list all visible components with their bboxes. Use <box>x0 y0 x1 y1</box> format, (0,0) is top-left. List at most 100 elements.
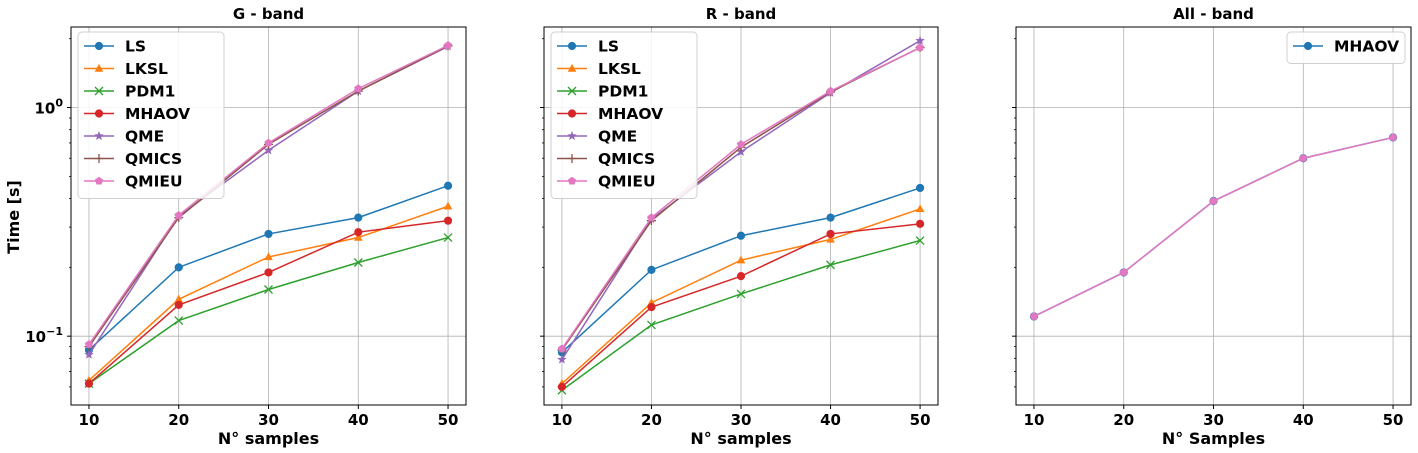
x-axis-label: N° samples <box>690 429 791 448</box>
data-point <box>443 41 453 49</box>
x-tick-label: 30 <box>258 411 279 429</box>
x-axis-label: N° samples <box>218 429 319 448</box>
x-tick-label: 20 <box>641 411 662 429</box>
panel-g-band: 10 20 30 40 50 10−1 100 G - band N° samples LS… <box>25 5 467 448</box>
data-point <box>557 354 567 364</box>
plot-area: 10 20 30 40 50 10−1 100 <box>25 26 467 429</box>
legend-item: PDM1 <box>84 83 175 101</box>
data-point <box>174 210 183 219</box>
data-point <box>557 382 567 391</box>
x-tick-label: 20 <box>168 411 189 429</box>
data-point <box>647 213 656 222</box>
data-point <box>915 35 925 45</box>
legend-marker <box>567 63 577 72</box>
x-tick-label: 40 <box>820 411 841 429</box>
series-overlay <box>1029 133 1398 320</box>
x-tick-label: 10 <box>79 411 100 429</box>
data-point <box>647 303 656 312</box>
x-tick-label: 30 <box>1203 411 1224 429</box>
data-point <box>353 232 363 241</box>
data-point <box>1388 133 1398 141</box>
data-point <box>174 316 184 326</box>
legend-item: QMIEU <box>84 173 183 191</box>
data-point <box>443 216 453 225</box>
legend-label: LS <box>125 38 146 56</box>
series-mhaov <box>557 219 925 391</box>
data-point <box>263 145 274 155</box>
data-point <box>736 255 746 264</box>
data-point <box>264 268 273 277</box>
legend: LS LKSL PDM1 MHAOV QME QMICS QMIEU <box>550 31 698 199</box>
legend-marker <box>94 131 104 141</box>
data-point <box>557 344 566 353</box>
data-point <box>174 263 183 272</box>
data-point <box>84 349 94 359</box>
panel-title: All - band <box>1173 5 1254 23</box>
legend: MHAOV <box>1286 31 1406 64</box>
x-tick-label: 50 <box>1383 411 1404 429</box>
y-axis-label: Time [s] <box>4 180 23 254</box>
legend-item: QMICS <box>557 150 655 168</box>
legend-marker <box>567 176 577 185</box>
data-point <box>354 228 363 237</box>
legend-marker <box>94 63 104 72</box>
legend-label: MHAOV <box>1334 38 1399 56</box>
data-point <box>264 285 273 294</box>
data-point <box>84 379 94 388</box>
legend-marker <box>567 109 577 118</box>
legend-label: LKSL <box>598 60 641 78</box>
y-tick-label: 10−1 <box>25 325 63 346</box>
legend-marker <box>94 176 104 185</box>
legend-marker <box>567 86 577 96</box>
legend-marker <box>567 131 577 141</box>
panel-r-band: 10 20 30 40 50 R - band N° samples LS LKSL PDM… <box>540 5 939 448</box>
legend-item: PDM1 <box>557 83 648 101</box>
legend-item: LKSL <box>557 60 641 78</box>
data-point <box>736 231 746 240</box>
x-tick-label: 20 <box>1113 411 1134 429</box>
data-point <box>1209 196 1218 205</box>
series-ls <box>84 181 453 355</box>
data-point <box>647 265 656 274</box>
legend-label: PDM1 <box>598 83 648 101</box>
data-point <box>174 300 183 310</box>
legend-marker <box>567 41 577 51</box>
data-point <box>736 289 746 299</box>
data-point <box>354 84 363 93</box>
legend-label: QME <box>125 128 164 146</box>
legend-label: PDM1 <box>125 83 175 101</box>
legend-item: QME <box>84 128 164 146</box>
x-tick-label: 10 <box>1024 411 1045 429</box>
legend-item: QMICS <box>84 150 182 168</box>
legend-item: QME <box>557 128 637 146</box>
panel-title: R - band <box>706 5 777 23</box>
legend-frame <box>1286 31 1406 64</box>
data-point <box>443 233 453 243</box>
panel-title: G - band <box>233 5 304 23</box>
legend-item: MHAOV <box>84 105 190 123</box>
legend-marker <box>94 109 104 118</box>
legend-item: LS <box>557 38 619 56</box>
legend: LS LKSL PDM1 MHAOV QME QMICS QMIEU <box>77 31 225 199</box>
data-point <box>264 252 273 261</box>
data-point <box>646 320 656 330</box>
legend-frame <box>77 31 225 199</box>
x-axis-label: N° Samples <box>1162 429 1265 448</box>
data-point <box>826 86 835 95</box>
data-point <box>915 236 925 245</box>
data-point <box>826 234 835 243</box>
legend-marker <box>94 154 104 163</box>
panel-all-band: 10 20 30 40 50 All - band N° Samples MHAOV <box>1012 5 1412 448</box>
data-point <box>826 213 835 222</box>
y-tick-label: 100 <box>34 97 63 118</box>
x-tick-label: 30 <box>731 411 752 429</box>
legend-label: MHAOV <box>598 105 663 123</box>
data-point <box>174 294 184 303</box>
data-point <box>826 260 836 270</box>
legend-frame <box>550 31 698 199</box>
legend-marker <box>1303 41 1313 51</box>
series-ls <box>557 183 925 357</box>
legend-item: LKSL <box>84 60 168 78</box>
legend-label: QMICS <box>598 150 655 168</box>
data-point <box>264 138 273 147</box>
